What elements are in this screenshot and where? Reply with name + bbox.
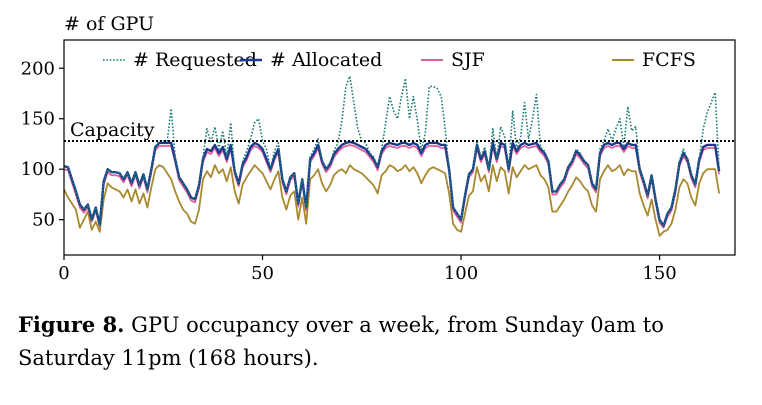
y-axis-ticks: 50 100 150 200 xyxy=(21,58,64,231)
figure-caption: Figure 8. GPU occupancy over a week, fro… xyxy=(18,308,748,375)
y-tick-label: 200 xyxy=(21,58,55,79)
series-line-allocated xyxy=(63,140,721,227)
series-lines xyxy=(63,75,721,237)
legend-label: # Requested xyxy=(133,49,257,71)
series-line-requested xyxy=(63,75,720,227)
x-tick-label: 0 xyxy=(58,263,69,284)
legend-label: FCFS xyxy=(642,49,696,71)
x-tick-label: 100 xyxy=(444,263,478,284)
figure-number: Figure 8. xyxy=(18,312,125,337)
legend-label: # Allocated xyxy=(270,49,382,71)
legend-label: SJF xyxy=(451,49,485,71)
y-tick-label: 150 xyxy=(21,109,55,130)
y-tick-label: 50 xyxy=(32,210,55,231)
y-axis-label: # of GPU xyxy=(64,13,154,35)
capacity-line-group: Capacity xyxy=(64,119,735,142)
plot-frame xyxy=(63,39,736,256)
x-axis-ticks: 0 50 100 150 xyxy=(58,255,677,284)
x-tick-label: 150 xyxy=(642,263,676,284)
legend: # Requested # Allocated SJF FCFS xyxy=(103,49,696,71)
series-line-sjf xyxy=(63,144,721,229)
caption-text: GPU occupancy over a week, from Sunday 0… xyxy=(18,313,664,370)
x-tick-label: 50 xyxy=(251,263,274,284)
series-line-fcfs xyxy=(63,164,721,237)
y-tick-label: 100 xyxy=(21,159,55,180)
capacity-label: Capacity xyxy=(70,119,155,141)
